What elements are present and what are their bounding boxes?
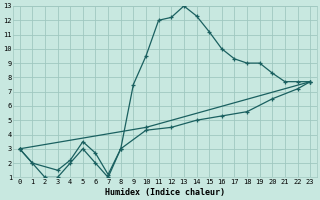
X-axis label: Humidex (Indice chaleur): Humidex (Indice chaleur) xyxy=(105,188,225,197)
